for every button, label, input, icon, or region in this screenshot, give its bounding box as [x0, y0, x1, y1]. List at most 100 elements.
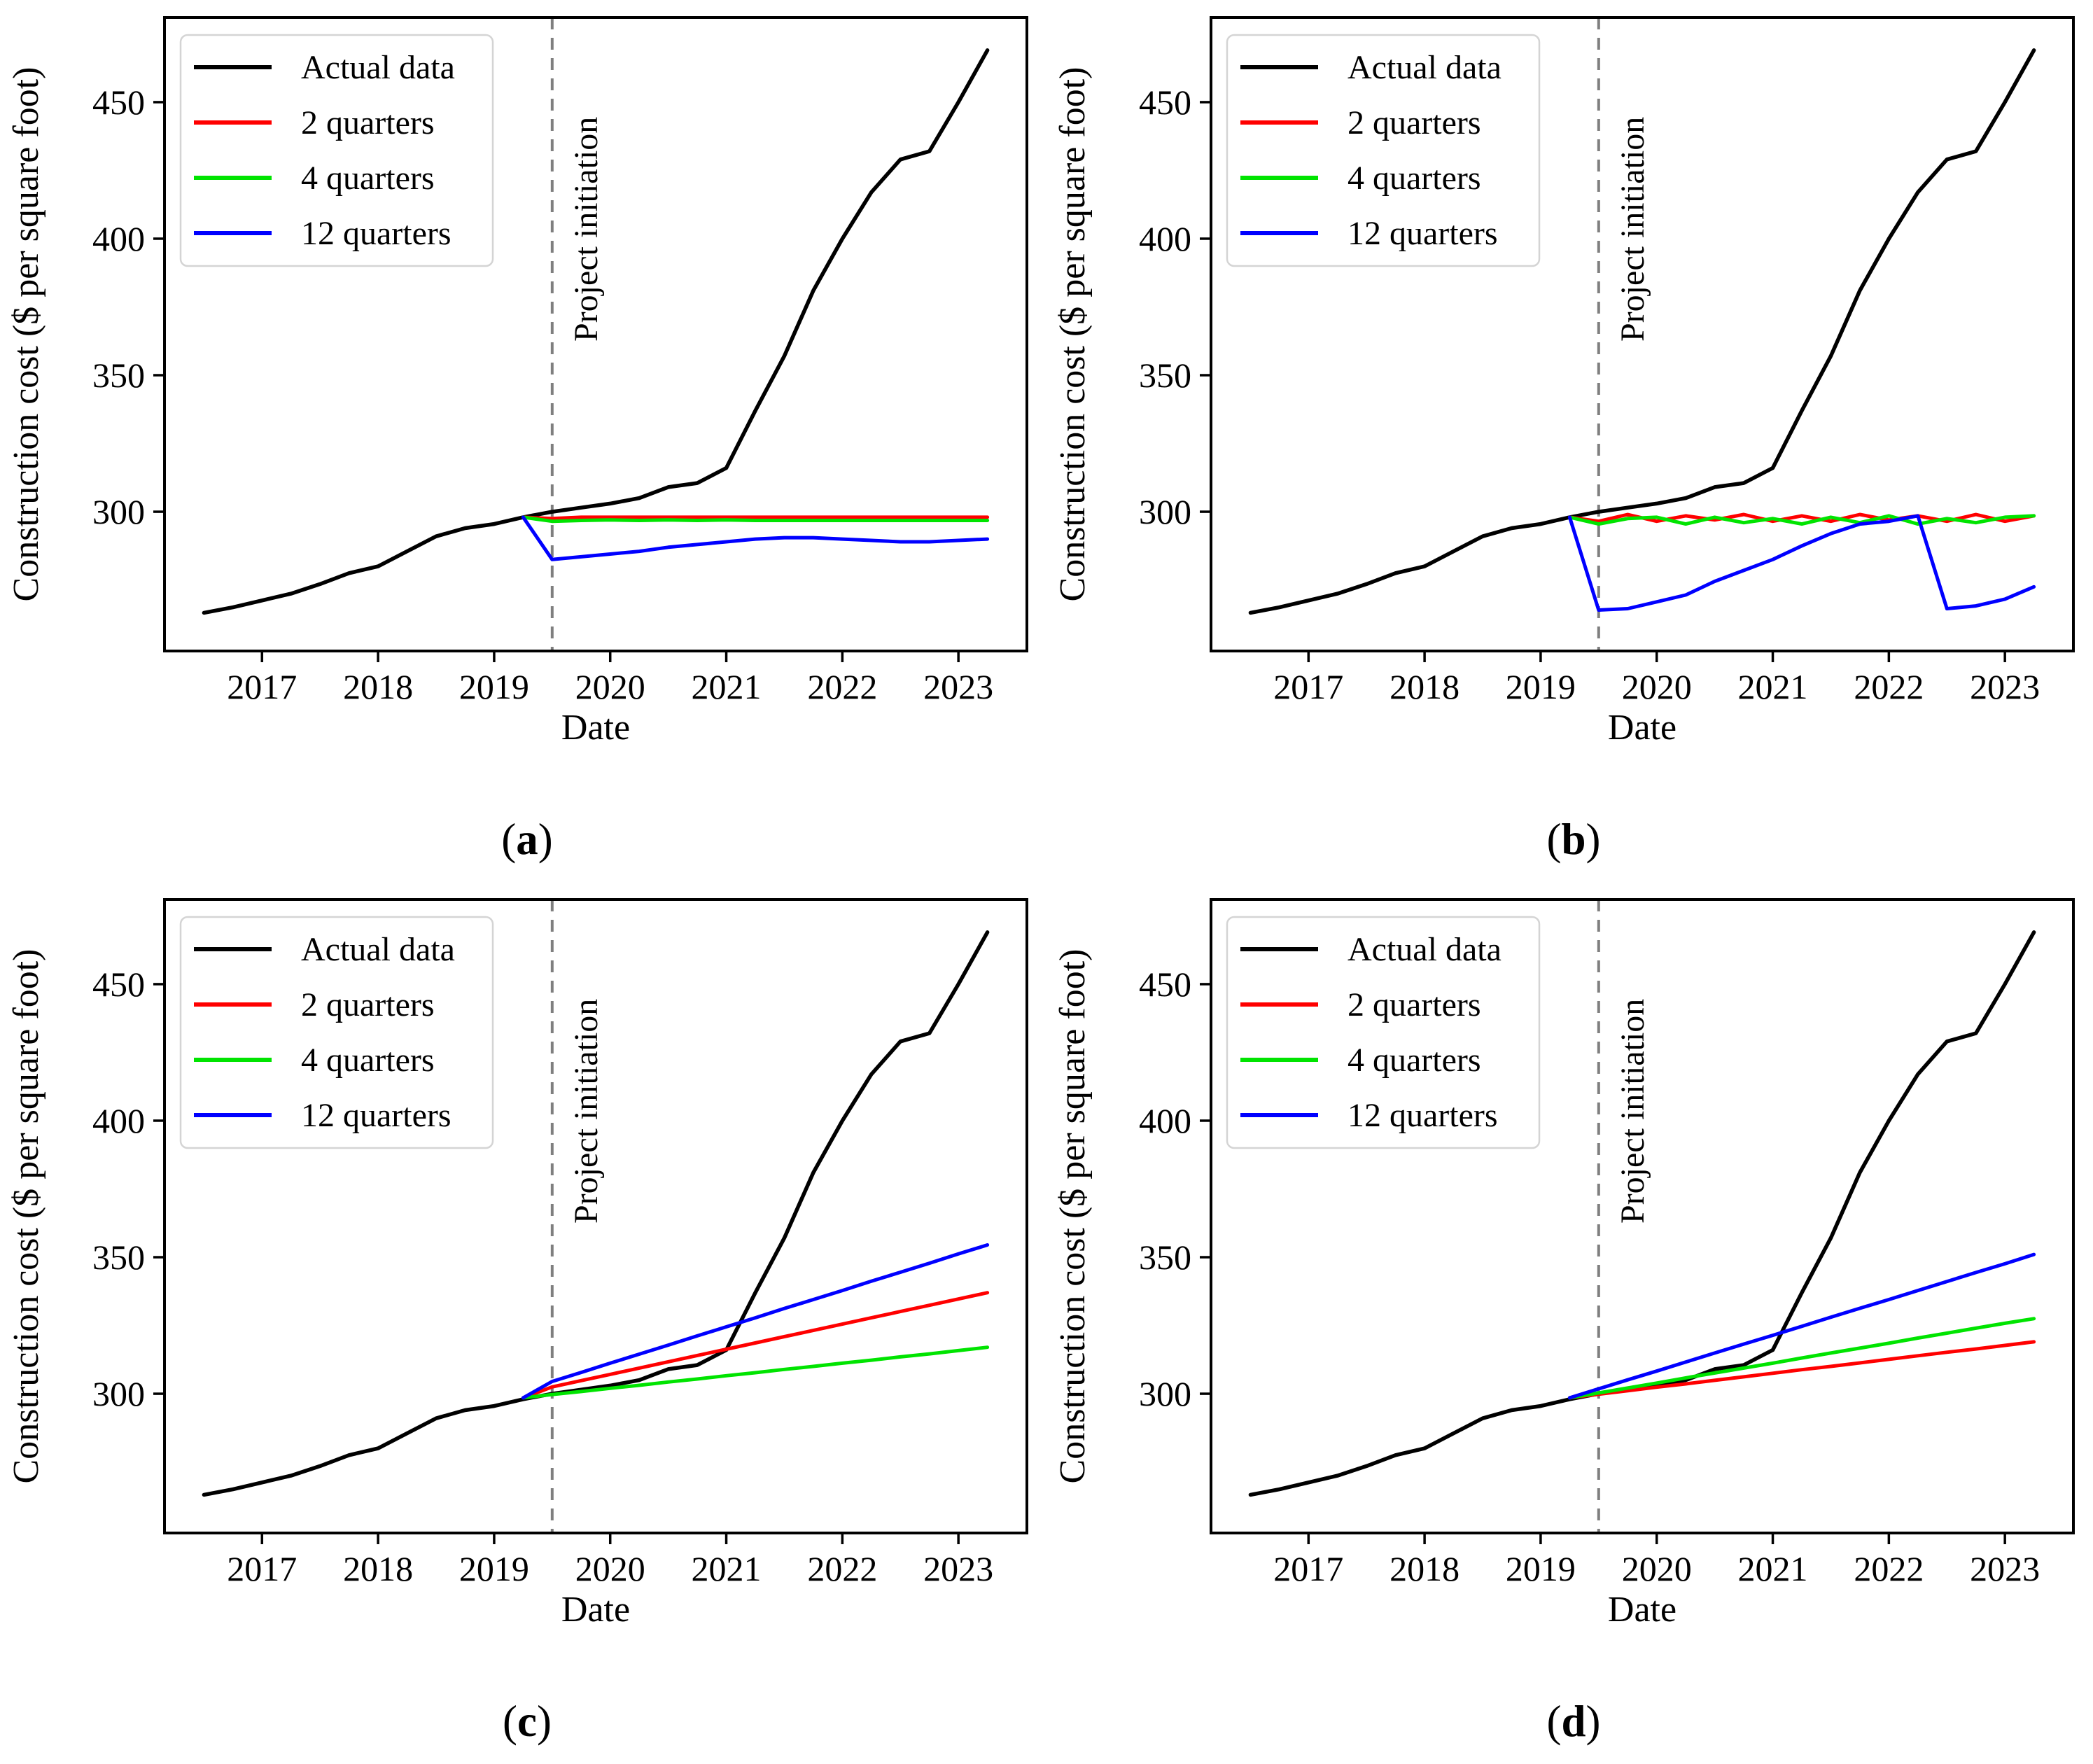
chart-cell-b: 300 350 400 450 2017 2018 2019 2020 2021 2022 2023… — [1046, 0, 2093, 882]
x-tick-label: 2017 — [227, 1549, 297, 1588]
chart-c-svg: 300 350 400 450 2017 2018 2019 2020 2021 2022 2023… — [0, 882, 1046, 1764]
series-line-actual-data — [1248, 48, 2036, 615]
x-tick-label: 2022 — [807, 1549, 877, 1588]
legend-box — [1226, 34, 1541, 267]
x-tick-label: 2018 — [343, 1549, 413, 1588]
x-tick-label: 2021 — [1738, 667, 1808, 706]
x-tick-label: 2018 — [1390, 1549, 1460, 1588]
legend-label: Actual data — [301, 931, 455, 968]
y-tick-label: 450 — [1139, 965, 1191, 1004]
subplot-caption-c: (c) — [503, 1697, 552, 1746]
legend: Actual data 2 quarters 4 quarters 12 quarte… — [179, 34, 494, 267]
caption-open-paren: ( — [501, 815, 516, 864]
y-tick-label: 350 — [1139, 356, 1191, 395]
legend-box — [179, 34, 494, 267]
x-axis-label: Date — [1608, 1590, 1676, 1630]
subplot-caption-d: (d) — [1546, 1697, 1600, 1746]
project-initiation-label: Project initiation — [568, 999, 605, 1224]
caption-letter: a — [516, 815, 538, 864]
subplot-caption-b: (b) — [1546, 815, 1600, 864]
series-line-12-quarters — [521, 515, 990, 561]
series-line-12-quarters — [1567, 514, 2036, 612]
chart-b-svg: 300 350 400 450 2017 2018 2019 2020 2021 2022 2023… — [1046, 0, 2093, 882]
legend-label: 2 quarters — [301, 104, 435, 141]
series-line-4-quarters — [521, 1345, 990, 1400]
chart-a-svg: 300 350 400 450 2017 2018 2019 2020 2021 2022 2023… — [0, 0, 1046, 882]
x-axis-label: Date — [1608, 708, 1676, 748]
plot-border — [163, 898, 1028, 1534]
x-axis-label: Date — [561, 1590, 630, 1630]
y-tick-label: 300 — [92, 1374, 145, 1413]
y-tick-label: 400 — [1139, 219, 1191, 258]
caption-letter: b — [1561, 815, 1586, 864]
legend-label: 2 quarters — [301, 986, 435, 1023]
caption-open-paren: ( — [503, 1697, 517, 1746]
y-tick-label: 350 — [1139, 1238, 1191, 1277]
y-tick-label: 450 — [92, 965, 145, 1004]
series-line-actual-data — [202, 930, 990, 1497]
x-tick-label: 2022 — [807, 667, 877, 706]
series-line-actual-data — [202, 48, 990, 615]
caption-close-paren: ) — [537, 1697, 552, 1746]
y-tick-label: 400 — [92, 219, 145, 258]
chart-background — [0, 0, 1046, 882]
x-tick-label: 2021 — [692, 1549, 762, 1588]
legend-label: Actual data — [1348, 49, 1502, 86]
y-tick-label: 450 — [92, 83, 145, 122]
chart-background — [1046, 882, 2093, 1764]
x-tick-label: 2023 — [1970, 1549, 2040, 1588]
x-tick-label: 2021 — [692, 667, 762, 706]
series-line-4-quarters — [1567, 1317, 2036, 1400]
chart-cell-d: 300 350 400 450 2017 2018 2019 2020 2021 2022 2023… — [1046, 882, 2093, 1764]
x-tick-label: 2019 — [459, 1549, 529, 1588]
x-tick-label: 2023 — [1970, 667, 2040, 706]
caption-close-paren: ) — [538, 815, 553, 864]
caption-letter: d — [1561, 1697, 1586, 1746]
y-axis-label: Construction cost ($ per square foot) — [1053, 67, 1093, 602]
plot-border — [1210, 16, 2075, 652]
x-tick-label: 2019 — [1506, 1549, 1576, 1588]
y-tick-label: 350 — [92, 356, 145, 395]
series-line-12-quarters — [1567, 1252, 2036, 1400]
legend-label: 4 quarters — [301, 1042, 435, 1079]
legend-label: 4 quarters — [1348, 160, 1481, 197]
y-axis-label: Construction cost ($ per square foot) — [6, 67, 46, 602]
y-tick-label: 300 — [92, 492, 145, 531]
y-tick-label: 400 — [92, 1101, 145, 1140]
series-line-4-quarters — [1567, 514, 2036, 526]
x-tick-label: 2018 — [343, 667, 413, 706]
subplot-caption-a: (a) — [501, 815, 552, 864]
y-tick-label: 300 — [1139, 492, 1191, 531]
x-tick-label: 2020 — [1622, 1549, 1692, 1588]
x-tick-label: 2017 — [227, 667, 297, 706]
x-tick-label: 2020 — [1622, 667, 1692, 706]
x-tick-label: 2018 — [1390, 667, 1460, 706]
y-axis-label: Construction cost ($ per square foot) — [6, 949, 46, 1484]
y-tick-label: 450 — [1139, 83, 1191, 122]
legend-label: 12 quarters — [301, 215, 451, 252]
chart-cell-c: 300 350 400 450 2017 2018 2019 2020 2021 2022 2023… — [0, 882, 1046, 1764]
caption-letter: c — [517, 1697, 537, 1746]
legend-label: 4 quarters — [301, 160, 435, 197]
y-tick-label: 400 — [1139, 1101, 1191, 1140]
chart-cell-a: 300 350 400 450 2017 2018 2019 2020 2021 2022 2023… — [0, 0, 1046, 882]
y-tick-label: 300 — [1139, 1374, 1191, 1413]
legend-box — [1226, 916, 1541, 1149]
chart-d-svg: 300 350 400 450 2017 2018 2019 2020 2021 2022 2023… — [1046, 882, 2093, 1764]
series-line-12-quarters — [521, 1243, 990, 1400]
x-tick-label: 2021 — [1738, 1549, 1808, 1588]
x-tick-label: 2020 — [575, 667, 645, 706]
legend-label: 2 quarters — [1348, 104, 1481, 141]
x-tick-label: 2020 — [575, 1549, 645, 1588]
x-tick-label: 2017 — [1273, 1549, 1343, 1588]
project-initiation-label: Project initiation — [568, 117, 605, 342]
series-line-2-quarters — [1567, 1340, 2036, 1400]
series-line-2-quarters — [521, 1291, 990, 1400]
chart-background — [1046, 0, 2093, 882]
x-tick-label: 2019 — [1506, 667, 1576, 706]
x-tick-label: 2023 — [923, 667, 993, 706]
series-line-4-quarters — [521, 515, 990, 524]
project-initiation-label: Project initiation — [1614, 999, 1651, 1224]
y-axis-label: Construction cost ($ per square foot) — [1053, 949, 1093, 1484]
